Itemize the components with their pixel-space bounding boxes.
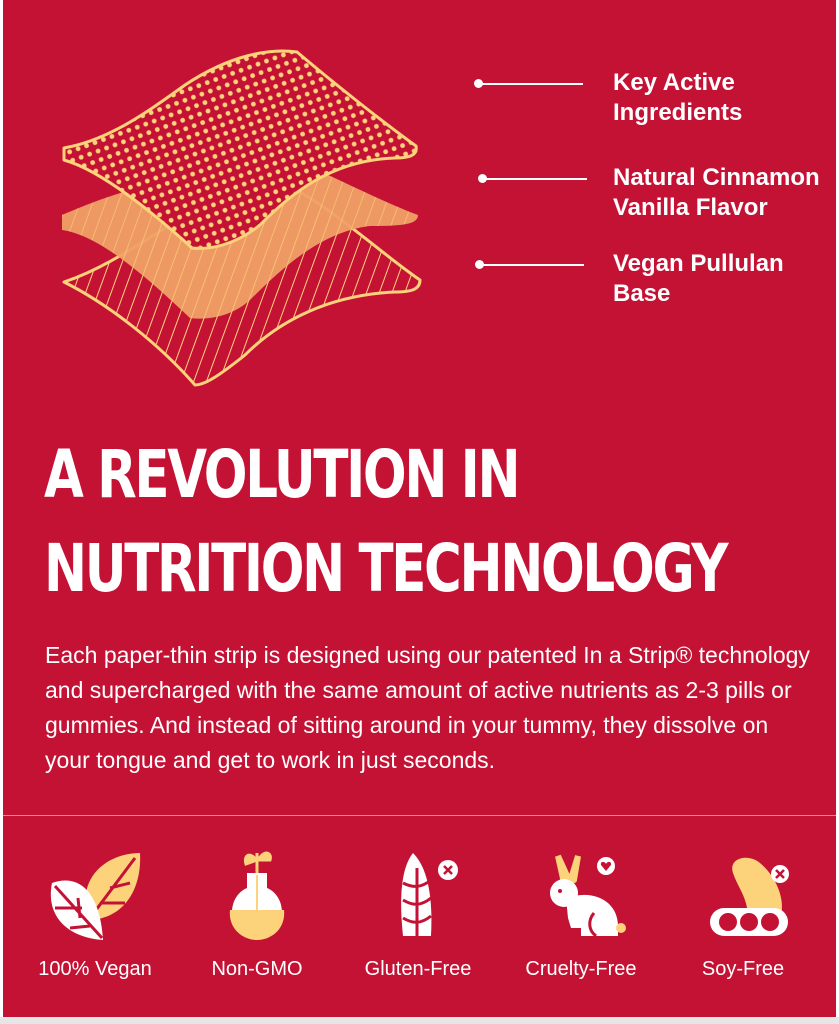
callout-dot	[474, 79, 483, 88]
callout-dot	[475, 260, 484, 269]
wheat-icon	[401, 853, 458, 936]
callout-label: Natural Cinnamon Vanilla Flavor	[613, 164, 820, 221]
strip-layers-illustration	[62, 49, 422, 387]
badge-cruelty-free: Cruelty-Free	[506, 848, 656, 981]
badge-label: Non-GMO	[211, 958, 303, 980]
badge-gluten-free: Gluten-Free	[343, 848, 493, 981]
badge-soy-free: Soy-Free	[668, 848, 818, 981]
callout-label: Vegan Pullulan Base	[613, 250, 784, 307]
badge-non-gmo: Non-GMO	[182, 848, 332, 981]
callout-dot	[478, 174, 487, 183]
leaves-icon	[50, 853, 141, 940]
callout-line	[483, 178, 587, 180]
bottom-border	[0, 1017, 839, 1024]
badge-label: Cruelty-Free	[525, 958, 637, 980]
badge-label: 100% Vegan	[38, 958, 152, 980]
description: Each paper-thin strip is designed using …	[45, 642, 810, 773]
badge-label: Gluten-Free	[364, 958, 472, 980]
badge-label: Soy-Free	[701, 958, 785, 980]
soybean-icon	[710, 857, 789, 936]
badge-vegan: 100% Vegan	[20, 848, 170, 981]
headline: A REVOLUTION IN NUTRITION TECHNOLOGY	[44, 436, 729, 607]
callout-line	[479, 83, 583, 85]
callout-label: Key Active Ingredients	[613, 69, 743, 126]
rabbit-icon	[550, 854, 626, 938]
divider	[3, 815, 836, 816]
callout-line	[480, 264, 584, 266]
flask-sprout-icon	[229, 851, 285, 940]
